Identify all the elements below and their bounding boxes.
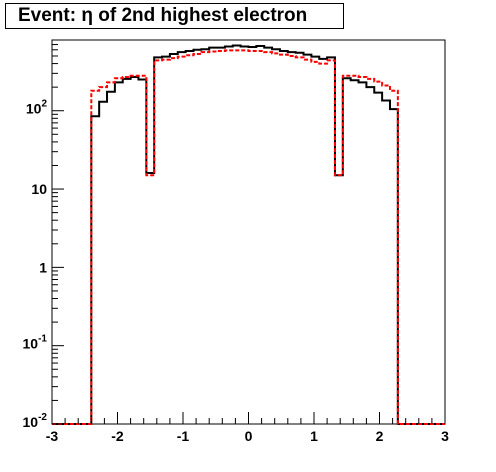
y-tick-label: 102 xyxy=(26,99,48,117)
x-tick-label: 1 xyxy=(310,428,318,444)
x-tick-label: 2 xyxy=(376,428,384,444)
x-tick-label: -3 xyxy=(46,428,59,444)
axis-layer: -3 -2 -1 0 1 2 3 10-2 10-1 1 10 102 xyxy=(23,39,449,444)
y-tick-label: 10-2 xyxy=(23,412,48,430)
x-tick-label: -1 xyxy=(177,428,190,444)
plot-frame xyxy=(51,39,446,425)
y-tick-label: 10-1 xyxy=(23,334,48,352)
y-tick-label: 1 xyxy=(39,259,47,275)
series-layer xyxy=(52,44,445,425)
x-tick-label: 3 xyxy=(441,428,449,444)
series-line-solid-black xyxy=(52,44,445,425)
chart-title: Event: η of 2nd highest electron xyxy=(18,5,308,26)
x-tick-label: 0 xyxy=(245,428,253,444)
y-tick-label: 10 xyxy=(31,181,47,197)
series-line-dashed-red xyxy=(52,49,445,425)
x-tick-label: -2 xyxy=(111,428,124,444)
chart-title-box: Event: η of 2nd highest electron xyxy=(5,3,344,29)
